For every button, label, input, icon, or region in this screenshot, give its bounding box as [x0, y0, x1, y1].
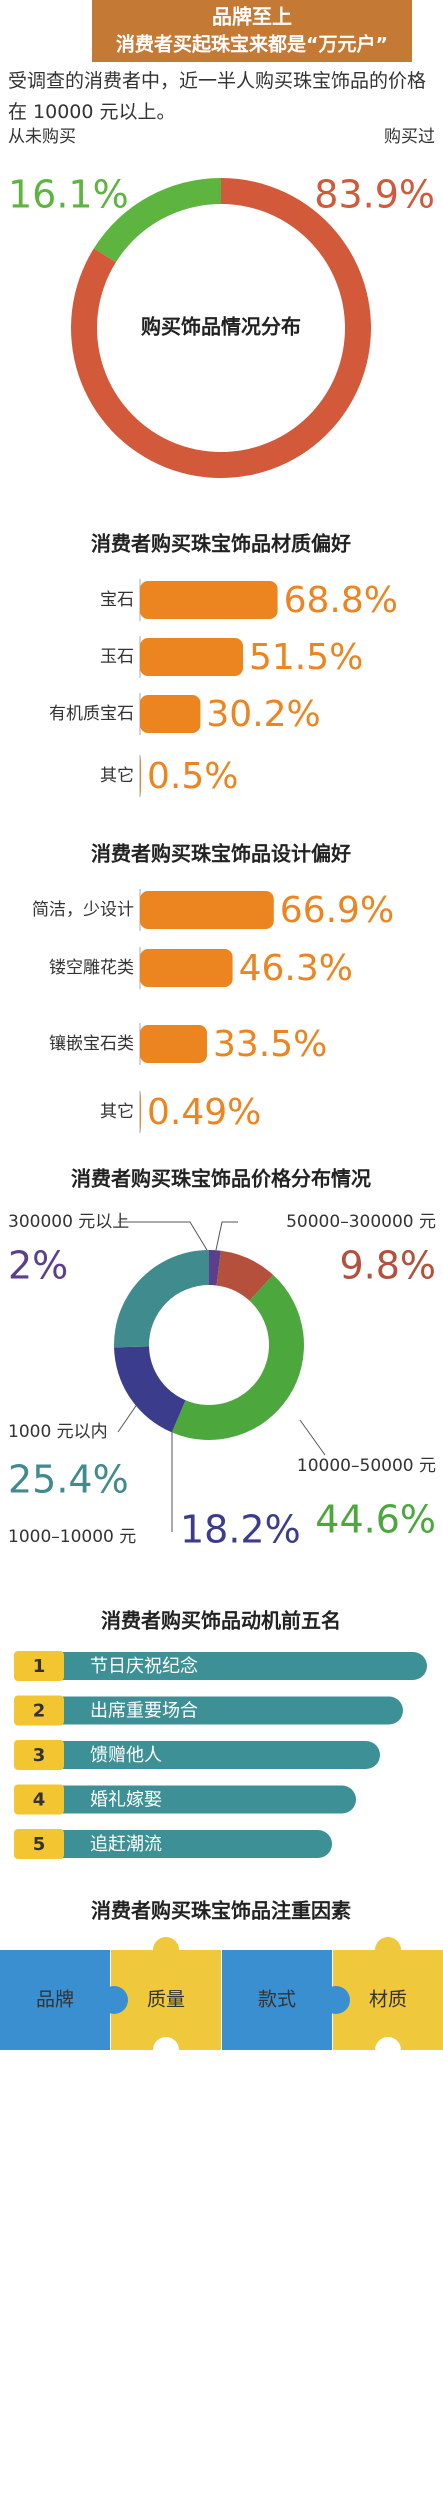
header-subtitle: 消费者买起珠宝来都是“万元户”: [116, 33, 388, 56]
category-label: 300000 元以上: [8, 1212, 129, 1232]
leader-line: [215, 1221, 238, 1251]
category-label: 1000 元以内: [8, 1422, 108, 1442]
category-label: 镂空雕花类: [49, 958, 134, 978]
motive-label: 追赶潮流: [90, 1834, 162, 1855]
puzzle-piece: [222, 1950, 332, 2050]
puzzle-knob: [322, 1986, 350, 2014]
factor-label: 材质: [369, 1989, 407, 2011]
puzzle-knob: [153, 1937, 179, 1963]
donut-slice: [209, 1250, 221, 1286]
category-label: 玉石: [100, 647, 134, 667]
bar: [140, 1093, 141, 1131]
puzzle-knob: [375, 1937, 401, 1963]
chart-title: 消费者购买珠宝饰品价格分布情况: [71, 1167, 371, 1191]
donut-slice: [216, 1250, 274, 1301]
rank-number: 1: [33, 1656, 46, 1677]
value-label: 83.9%: [314, 173, 435, 217]
rank-badge: [14, 1784, 64, 1815]
value-label: 30.2%: [206, 694, 320, 735]
puzzle-knob: [100, 1986, 128, 2014]
chart-title: 购买饰品情况分布: [141, 315, 301, 339]
value-label: 66.9%: [280, 890, 394, 931]
puzzle-piece: [111, 1950, 221, 2050]
bar: [140, 638, 243, 676]
value-label: 0.49%: [147, 1092, 261, 1133]
puzzle-piece: [333, 1950, 443, 2050]
bar: [140, 891, 274, 929]
value-label: 16.1%: [8, 173, 129, 217]
bar: [140, 695, 201, 733]
chart-title: 消费者购买珠宝饰品材质偏好: [91, 532, 351, 556]
section-title: 消费者购买饰品动机前五名: [101, 1609, 341, 1633]
category-label: 其它: [100, 1102, 134, 1122]
category-label: 简洁，少设计: [32, 900, 134, 920]
category-label: 从未购买: [8, 127, 76, 147]
leader-line: [299, 1419, 326, 1456]
motive-label: 出席重要场合: [90, 1701, 198, 1722]
rank-number: 3: [33, 1745, 46, 1766]
donut-slice: [93, 178, 221, 263]
category-label: 10000–50000 元: [297, 1456, 436, 1476]
value-label: 68.8%: [284, 580, 398, 621]
rank-badge: [14, 1695, 64, 1726]
value-label: 2%: [8, 1244, 68, 1288]
category-label: 宝石: [100, 590, 134, 610]
category-label: 购买过: [384, 127, 435, 147]
value-label: 25.4%: [8, 1458, 129, 1502]
motive-bar: [40, 1741, 380, 1769]
category-label: 有机质宝石: [49, 704, 134, 724]
chart-title: 消费者购买珠宝饰品设计偏好: [91, 842, 351, 866]
motive-label: 节日庆祝纪念: [90, 1655, 198, 1677]
rank-badge: [14, 1829, 64, 1859]
leader-line: [118, 1221, 208, 1251]
header-title: 品牌至上: [212, 5, 292, 29]
motive-bar: [40, 1785, 356, 1814]
factor-label: 款式: [258, 1989, 296, 2011]
donut-slice: [114, 1250, 209, 1348]
bar: [140, 757, 141, 795]
puzzle-piece: [0, 1950, 110, 2050]
value-label: 51.5%: [249, 637, 363, 678]
bar: [140, 949, 233, 987]
bar: [140, 581, 278, 619]
rank-number: 2: [33, 1701, 46, 1722]
bar: [140, 1025, 207, 1063]
rank-badge: [14, 1740, 64, 1770]
motive-bar: [40, 1652, 427, 1680]
factor-label: 质量: [147, 1989, 185, 2011]
value-label: 46.3%: [239, 948, 353, 989]
factor-label: 品牌: [36, 1989, 74, 2011]
motive-bar: [40, 1830, 332, 1858]
header-banner: [92, 0, 412, 62]
category-label: 50000–300000 元: [286, 1212, 436, 1232]
intro-text: 受调查的消费者中，近一半人购买珠宝饰品的价格在 10000 元以上。: [8, 70, 427, 123]
category-label: 镶嵌宝石类: [49, 1033, 134, 1054]
puzzle-notch: [375, 2037, 401, 2063]
category-label: 1000–10000 元: [8, 1527, 136, 1547]
value-label: 9.8%: [339, 1244, 436, 1288]
section-title: 消费者购买珠宝饰品注重因素: [91, 1899, 351, 1923]
puzzle-notch: [153, 2037, 179, 2063]
rank-number: 4: [33, 1790, 46, 1811]
value-label: 18.2%: [180, 1508, 301, 1552]
motive-label: 馈赠他人: [90, 1745, 162, 1766]
rank-number: 5: [33, 1834, 46, 1855]
value-label: 44.6%: [315, 1498, 436, 1542]
value-label: 0.5%: [147, 756, 238, 797]
donut-slice: [114, 1346, 186, 1433]
motive-bar: [40, 1696, 403, 1725]
donut-slice: [171, 1274, 304, 1440]
value-label: 33.5%: [213, 1024, 327, 1065]
category-label: 其它: [100, 766, 134, 786]
rank-badge: [14, 1651, 64, 1681]
motive-label: 婚礼嫁娶: [90, 1790, 162, 1811]
